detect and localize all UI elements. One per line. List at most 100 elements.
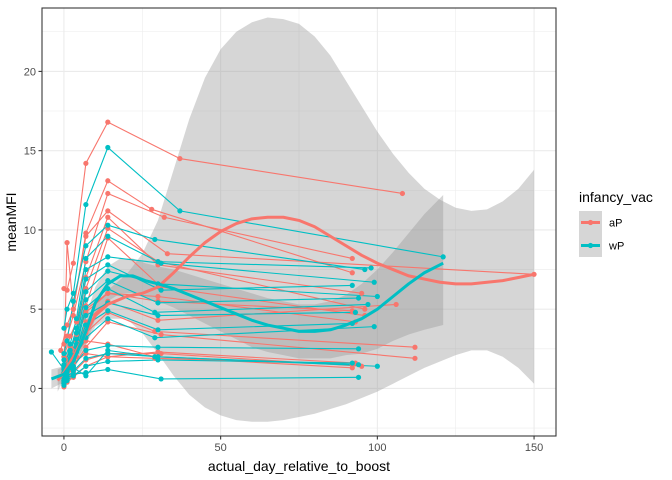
point-aP (399, 190, 406, 197)
point-wP (355, 374, 362, 380)
point-wP (83, 276, 89, 282)
point-wP (374, 363, 380, 369)
point-wP (83, 373, 89, 379)
point-wP (70, 365, 76, 371)
point-wP (67, 341, 73, 347)
point-wP (70, 371, 76, 377)
point-wP (152, 236, 158, 243)
point-aP (155, 349, 161, 355)
point-wP (73, 325, 80, 331)
point-wP (368, 265, 374, 271)
point-wP (105, 347, 111, 353)
point-wP (105, 222, 111, 228)
point-wP (48, 349, 55, 355)
point-wP (105, 268, 111, 274)
point-wP (177, 208, 183, 214)
y-axis-title: meanMFI (3, 192, 19, 251)
point-aP (105, 119, 111, 125)
point-aP (64, 322, 70, 328)
point-wP (73, 316, 80, 322)
point-aP (67, 333, 73, 339)
point-wP (352, 309, 359, 315)
point-wP (152, 309, 158, 315)
point-aP (149, 206, 155, 212)
point-wP (105, 262, 111, 268)
gridlines (42, 8, 556, 436)
point-aP (155, 293, 161, 300)
panel-border (41, 7, 557, 437)
point-aP (161, 214, 167, 220)
point-wP (155, 344, 161, 350)
point-aP (177, 155, 183, 162)
legend-title: infancy_vac (579, 189, 653, 205)
point-wP (158, 260, 164, 266)
point-wP (83, 289, 89, 295)
legend-entry-aP: aP (579, 211, 622, 234)
point-aP (362, 306, 368, 312)
point-wP (349, 360, 355, 366)
point-wP (349, 282, 355, 289)
point-aP (105, 190, 111, 197)
point-wP (105, 358, 111, 365)
point-wP (355, 362, 362, 368)
x-tick-label: 150 (525, 442, 543, 454)
point-wP (70, 298, 76, 304)
point-aP (105, 208, 111, 214)
point-wP (83, 355, 89, 361)
point-wP (83, 255, 89, 262)
point-wP (64, 338, 70, 344)
point-wP (83, 305, 89, 311)
legend-entry-wP: wP (579, 234, 624, 257)
point-wP (70, 290, 76, 296)
point-wP (105, 366, 111, 373)
point-wP (374, 293, 380, 300)
ribbon-wP (51, 195, 444, 389)
y-tick-label: 0 (30, 383, 36, 395)
legend: infancy_vac aP wP (579, 189, 653, 257)
point-aP (70, 260, 76, 266)
legend-label-wP: wP (608, 241, 624, 253)
point-wP (158, 376, 164, 382)
point-aP (359, 290, 365, 296)
point-aP (164, 251, 170, 257)
y-tick-label: 10 (24, 225, 36, 237)
point-aP (412, 355, 418, 361)
point-aP (64, 287, 70, 293)
smooth-curve-wP (50, 261, 444, 381)
point-wP (152, 354, 158, 360)
y-tick-label: 15 (24, 146, 36, 158)
smooth-curves (50, 215, 535, 382)
legend-key-point (587, 219, 594, 226)
x-axis-title: actual_day_relative_to_boost (208, 458, 390, 474)
point-aP (105, 178, 111, 184)
point-wP (155, 300, 161, 306)
legend-key-point (587, 242, 594, 249)
legend-label-aP: aP (609, 218, 622, 230)
point-aP (83, 233, 89, 239)
point-wP (61, 377, 67, 384)
point-wP (362, 266, 368, 273)
point-wP (83, 243, 89, 249)
point-wP (371, 324, 377, 330)
point-wP (83, 297, 89, 303)
y-tick-label: 5 (30, 304, 36, 316)
panel-border-rect (41, 7, 557, 437)
point-wP (83, 363, 89, 369)
point-aP (393, 301, 399, 308)
point-wP (440, 254, 446, 260)
point-aP (158, 331, 164, 338)
point-aP (412, 344, 418, 350)
point-aP (105, 290, 111, 296)
point-wP (105, 343, 111, 349)
point-wP (105, 254, 111, 260)
point-wP (83, 266, 89, 273)
point-aP (349, 255, 355, 262)
point-wP (105, 316, 111, 322)
point-wP (105, 233, 111, 239)
y-tick-label: 20 (24, 66, 36, 78)
point-aP (155, 317, 161, 323)
point-aP (349, 270, 355, 276)
point-aP (83, 160, 89, 166)
point-aP (349, 365, 355, 371)
